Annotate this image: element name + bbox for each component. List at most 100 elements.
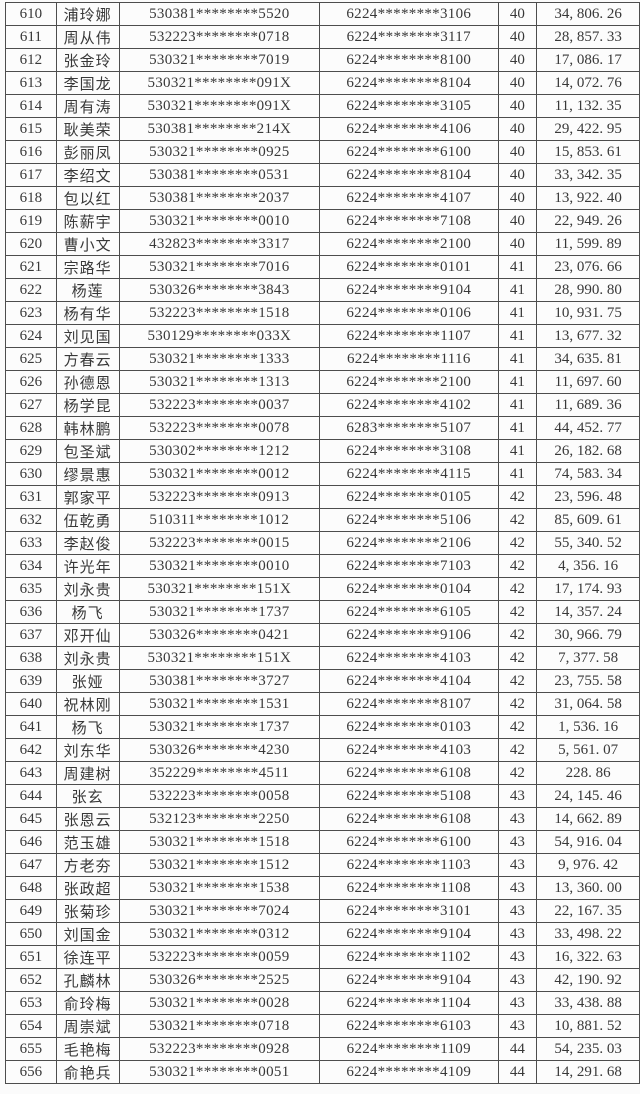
cell-group-code: 40 [497,140,538,164]
cell-name: 张金玲 [55,48,120,72]
cell-row-index: 616 [5,140,57,164]
cell-card-number: 6224********0101 [319,255,499,279]
table-row: 611 周从伟 532223********0718 6224********3117… [5,25,640,49]
cell-group-code: 42 [497,646,538,670]
cell-name: 李绍文 [55,163,120,187]
table-row: 630 缪景惠 530321********0012 6224********4115… [5,462,640,486]
cell-group-code: 43 [497,853,538,877]
cell-row-index: 652 [5,968,57,992]
cell-card-number: 6224********1108 [319,876,499,900]
cell-group-code: 41 [497,416,538,440]
cell-row-index: 630 [5,462,57,486]
cell-name: 韩林鹏 [55,416,120,440]
table-row: 653 俞玲梅 530321********0028 6224********1104… [5,991,640,1015]
cell-id-number: 530321********7019 [118,48,321,72]
cell-group-code: 41 [497,393,538,417]
cell-id-number: 432823********3317 [118,232,321,256]
cell-group-code: 42 [497,600,538,624]
cell-group-code: 43 [497,945,538,969]
cell-name: 张娅 [55,669,120,693]
cell-card-number: 6224********6100 [319,830,499,854]
cell-name: 刘东华 [55,738,120,762]
cell-amount: 7, 377. 58 [536,646,640,670]
cell-amount: 54, 235. 03 [536,1037,640,1061]
cell-card-number: 6224********0103 [319,715,499,739]
cell-card-number: 6224********3106 [319,2,499,26]
table-row: 635 刘永贵 530321********151X 6224********0104… [5,577,640,601]
cell-id-number: 530321********0010 [118,209,321,233]
cell-group-code: 41 [497,278,538,302]
cell-group-code: 42 [497,531,538,555]
cell-card-number: 6224********9104 [319,278,499,302]
cell-amount: 13, 922. 40 [536,186,640,210]
cell-id-number: 532223********0059 [118,945,321,969]
cell-id-number: 530326********2525 [118,968,321,992]
table-row: 622 杨莲 530326********3843 6224********9104 4… [5,278,640,302]
cell-row-index: 618 [5,186,57,210]
cell-name: 刘国金 [55,922,120,946]
cell-row-index: 655 [5,1037,57,1061]
cell-id-number: 530321********0718 [118,1014,321,1038]
cell-amount: 14, 291. 68 [536,1060,640,1084]
cell-card-number: 6224********3117 [319,25,499,49]
cell-id-number: 530321********151X [118,646,321,670]
cell-group-code: 42 [497,715,538,739]
cell-row-index: 633 [5,531,57,555]
table-row: 626 孙德恩 530321********1313 6224********2100… [5,370,640,394]
cell-group-code: 40 [497,71,538,95]
table-row: 624 刘见国 530129********033X 6224********1107… [5,324,640,348]
cell-row-index: 641 [5,715,57,739]
cell-card-number: 6224********8107 [319,692,499,716]
cell-card-number: 6224********4102 [319,393,499,417]
cell-row-index: 639 [5,669,57,693]
cell-name: 张菊珍 [55,899,120,923]
cell-group-code: 40 [497,48,538,72]
cell-id-number: 530321********0010 [118,554,321,578]
cell-group-code: 41 [497,301,538,325]
cell-amount: 55, 340. 52 [536,531,640,555]
cell-id-number: 530321********1333 [118,347,321,371]
cell-id-number: 530381********214X [118,117,321,141]
cell-group-code: 42 [497,485,538,509]
cell-name: 刘见国 [55,324,120,348]
cell-amount: 28, 990. 80 [536,278,640,302]
cell-group-code: 42 [497,738,538,762]
cell-row-index: 622 [5,278,57,302]
cell-amount: 16, 322. 63 [536,945,640,969]
cell-id-number: 532123********2250 [118,807,321,831]
cell-row-index: 647 [5,853,57,877]
cell-group-code: 42 [497,554,538,578]
cell-id-number: 530321********091X [118,71,321,95]
cell-name: 伍乾勇 [55,508,120,532]
payment-table-body: 610 浦玲娜 530381********5520 6224********3106… [5,2,640,1084]
cell-id-number: 530321********1737 [118,600,321,624]
cell-name: 杨飞 [55,715,120,739]
cell-id-number: 532223********0718 [118,25,321,49]
cell-group-code: 43 [497,784,538,808]
cell-name: 张恩云 [55,807,120,831]
cell-group-code: 41 [497,324,538,348]
cell-name: 周从伟 [55,25,120,49]
table-row: 632 伍乾勇 510311********1012 6224********5106… [5,508,640,532]
cell-id-number: 532223********0078 [118,416,321,440]
cell-group-code: 43 [497,807,538,831]
cell-card-number: 6224********2100 [319,232,499,256]
cell-name: 周建树 [55,761,120,785]
cell-amount: 33, 438. 88 [536,991,640,1015]
table-row: 639 张娅 530381********3727 6224********4104 4… [5,669,640,693]
table-row: 638 刘永贵 530321********151X 6224********4103… [5,646,640,670]
cell-row-index: 642 [5,738,57,762]
cell-card-number: 6224********1104 [319,991,499,1015]
cell-name: 刘永贵 [55,646,120,670]
cell-id-number: 530326********0421 [118,623,321,647]
cell-amount: 23, 076. 66 [536,255,640,279]
cell-amount: 10, 881. 52 [536,1014,640,1038]
cell-card-number: 6224********5106 [319,508,499,532]
cell-group-code: 43 [497,899,538,923]
cell-name: 张玄 [55,784,120,808]
cell-row-index: 637 [5,623,57,647]
cell-name: 浦玲娜 [55,2,120,26]
cell-row-index: 643 [5,761,57,785]
cell-id-number: 530321********151X [118,577,321,601]
cell-id-number: 530321********091X [118,94,321,118]
